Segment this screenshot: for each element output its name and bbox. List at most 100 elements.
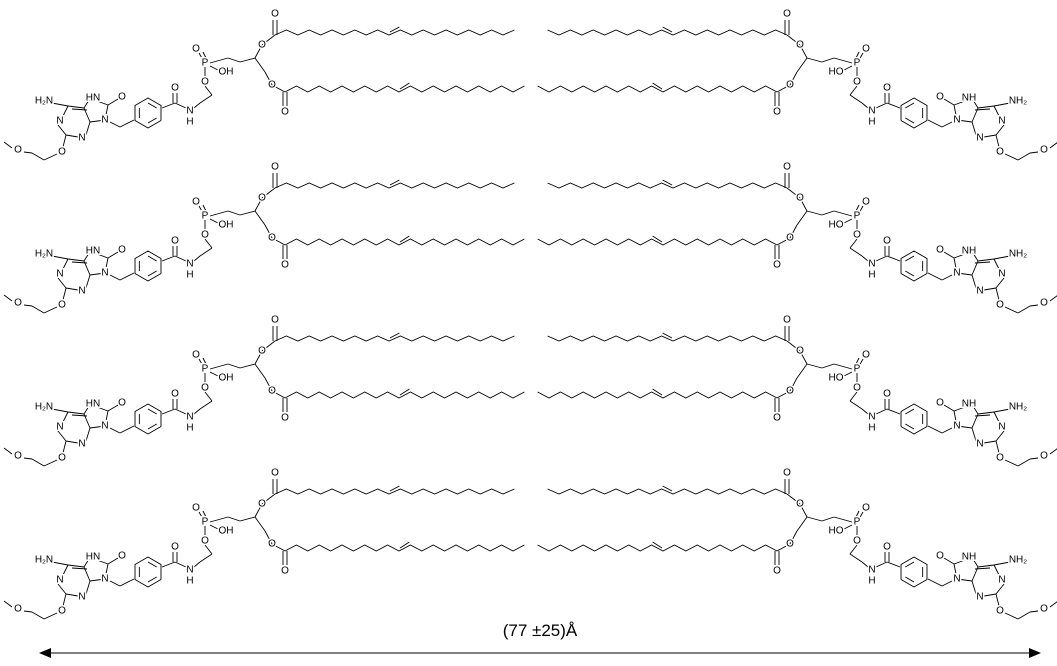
bond: [943, 404, 955, 412]
bond: [147, 270, 157, 277]
bond: [3, 141, 13, 149]
bond: [995, 277, 1005, 289]
bond: [971, 274, 977, 289]
benzene-ring: [134, 97, 162, 129]
atom-label: P: [202, 58, 209, 69]
atom-label: P: [202, 517, 209, 528]
bond: [51, 255, 69, 260]
atom-label: O: [853, 77, 861, 88]
atom-label: N: [56, 116, 63, 127]
atom-label: O: [271, 468, 279, 479]
bond: [23, 304, 33, 307]
bond: [974, 414, 991, 417]
bond: [953, 563, 958, 580]
bond: [107, 98, 119, 106]
bond: [104, 563, 109, 580]
atom-label: N: [186, 412, 193, 423]
atom-label: N: [953, 421, 960, 432]
atom-label: N: [78, 133, 85, 144]
bond: [971, 107, 979, 123]
bond: [202, 510, 208, 520]
bond: [821, 210, 835, 216]
bond: [85, 427, 91, 442]
atom-label: N: [101, 574, 108, 585]
bond: [109, 274, 121, 281]
atom-label: H: [186, 117, 193, 128]
bond: [193, 561, 201, 568]
atom-label: O: [883, 389, 891, 400]
atom-label: O: [192, 44, 200, 55]
benzene-ring: [900, 250, 928, 282]
bond: [119, 272, 135, 281]
bond: [905, 561, 915, 568]
atom-label: O: [1040, 451, 1048, 462]
fatty-chain: [537, 238, 778, 246]
bond: [849, 391, 858, 402]
atom-label: O: [796, 346, 804, 357]
bond: [199, 400, 213, 410]
bond: [83, 260, 91, 276]
bond: [3, 447, 13, 455]
bond: [174, 255, 187, 262]
bond: [786, 493, 801, 505]
atom-label: P: [854, 58, 861, 69]
bond: [941, 580, 953, 587]
atom-label: N: [186, 565, 193, 576]
atom-label: OH: [219, 220, 234, 231]
atom-label: N: [868, 412, 875, 423]
bond: [83, 413, 91, 429]
atom-label: N: [186, 106, 193, 117]
atom-label: O: [936, 398, 944, 409]
bond: [62, 411, 69, 423]
fatty-chain: [284, 544, 525, 552]
double-bond: [389, 485, 400, 492]
atom-label: H: [868, 576, 875, 587]
bond: [83, 252, 90, 262]
bond: [209, 57, 229, 64]
bond: [31, 458, 45, 467]
bond: [953, 406, 966, 412]
bond: [62, 134, 67, 148]
bond: [799, 197, 808, 212]
atom-label: O: [996, 147, 1004, 158]
atom-label: O: [258, 499, 266, 510]
bond: [861, 561, 869, 568]
bond: [971, 580, 977, 595]
bond: [849, 553, 863, 563]
bond: [51, 408, 69, 413]
bond: [995, 134, 1000, 148]
bond: [995, 124, 1005, 136]
atom-label: P: [202, 364, 209, 375]
bond: [1004, 153, 1019, 161]
atom-label: O: [853, 383, 861, 394]
bond: [147, 408, 157, 415]
bond: [789, 377, 798, 392]
bond: [854, 204, 860, 214]
bond: [927, 272, 943, 281]
bond: [927, 119, 943, 128]
atom-label: HO: [829, 67, 844, 78]
fatty-chain: [274, 29, 515, 36]
bond: [861, 255, 869, 262]
bond: [854, 510, 860, 520]
atom-label: O: [936, 245, 944, 256]
atom-label: O: [786, 386, 794, 397]
bond: [193, 255, 201, 262]
bond: [193, 408, 201, 415]
bond: [43, 459, 58, 467]
atom-label: N: [998, 422, 1005, 433]
bond: [227, 210, 241, 216]
bond: [83, 566, 91, 582]
atom-label: H: [868, 117, 875, 128]
bond: [96, 253, 109, 259]
atom-label: O: [58, 147, 66, 158]
atom-label: O: [192, 197, 200, 208]
atom-label: H: [868, 423, 875, 434]
fatty-chain: [284, 85, 525, 93]
bond: [972, 558, 979, 568]
bond: [858, 358, 864, 367]
bond: [147, 255, 157, 262]
atom-label: O: [996, 453, 1004, 464]
